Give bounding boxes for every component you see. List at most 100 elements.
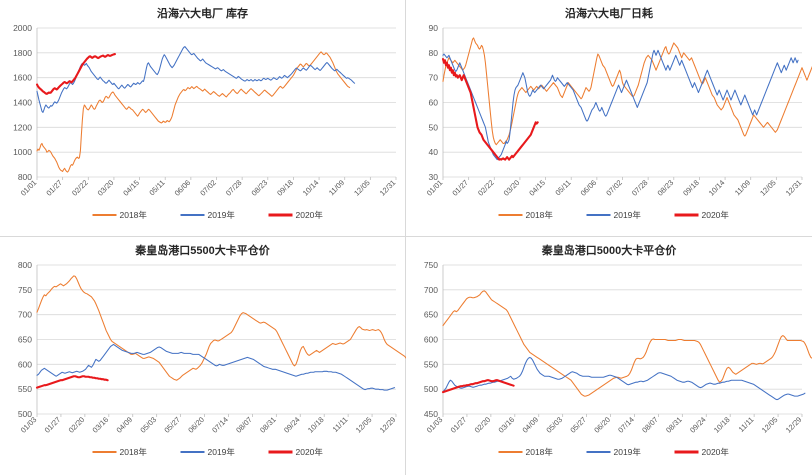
series-line-2019年 [442, 356, 806, 401]
x-axis-tick-label: 09/18 [681, 178, 701, 198]
series-line-2020年 [35, 375, 109, 389]
legend-label-2019年[interactable]: 2019年 [614, 210, 642, 220]
legend-label-2019年[interactable]: 2019年 [208, 210, 236, 220]
x-axis-tick-label: 06/20 [592, 415, 612, 435]
series-line-2020年 [441, 379, 515, 394]
legend-label-2020年[interactable]: 2020年 [296, 447, 324, 457]
x-axis-tick-label: 11/09 [733, 178, 752, 197]
x-axis-tick-label: 01/27 [449, 415, 469, 435]
legend-label-2018年[interactable]: 2018年 [526, 210, 554, 220]
legend-label-2020年[interactable]: 2020年 [702, 447, 730, 457]
y-axis-tick-label: 650 [424, 310, 438, 320]
y-axis-tick-label: 600 [18, 359, 32, 369]
series-line-2018年 [36, 51, 351, 173]
x-axis-tick-label: 05/11 [147, 178, 166, 197]
chart-title-daily-consumption: 沿海六大电厂日耗 [565, 8, 653, 20]
legend-label-2018年[interactable]: 2018年 [120, 447, 148, 457]
y-axis-tick-label: 30 [429, 172, 439, 182]
x-axis-tick-label: 08/07 [234, 415, 254, 435]
y-axis-tick-label: 2000 [13, 23, 32, 33]
y-axis-tick-label: 60 [429, 98, 439, 108]
y-axis-tick-label: 1600 [13, 73, 32, 83]
y-axis-tick-label: 90 [429, 23, 439, 33]
y-axis-tick-label: 50 [429, 122, 439, 132]
x-axis-tick-label: 11/09 [327, 178, 346, 197]
chart-daily-consumption: 30 40 50 60 70 80 90 01/01 01/27 02/22 03/20 04/15 0… [406, 0, 812, 237]
series-line-2020年 [35, 53, 116, 95]
x-axis-tick-label: 10/14 [301, 178, 321, 198]
x-axis-tick-label: 12/05 [354, 415, 374, 435]
x-axis-tick-label: 06/06 [579, 178, 599, 198]
x-axis-tick-label: 12/05 [760, 415, 780, 435]
x-axis-tick-label: 01/27 [43, 415, 63, 435]
x-axis-tick-label: 03/20 [502, 178, 522, 198]
x-axis-tick-label: 05/27 [162, 415, 182, 435]
y-axis-tick-label: 550 [18, 384, 32, 394]
x-axis-tick-label: 06/06 [173, 178, 193, 198]
chart-5500-price: 500 550 600 650 700 750 800 01/03 01/27 02/20 03/1… [0, 237, 406, 474]
x-axis-tick-label: 04/09 [115, 415, 135, 435]
y-axis-tick-label: 500 [424, 384, 438, 394]
chart-panel-inventory: 沿海六大电厂 库存 800 1000 1200 1400 1600 1800 2000 01/… [0, 0, 406, 237]
y-axis-tick-label: 1400 [13, 98, 32, 108]
series-line-2020年 [441, 57, 539, 161]
chart-title-5500-price: 秦皇岛港口5500大卡平仓价 [135, 245, 270, 257]
chart-panel-5000-price: 秦皇岛港口5000大卡平仓价 450 500 550 600 650 700 750 01/0… [406, 237, 812, 475]
y-axis-tick-label: 750 [18, 285, 32, 295]
chart-panel-daily-consumption: 沿海六大电厂日耗 30 40 50 60 70 80 90 01/01 01/27 02/22 03… [406, 0, 812, 237]
y-axis-tick-label: 800 [18, 260, 32, 270]
x-axis-tick-label: 11/11 [737, 415, 756, 434]
x-axis-tick-label: 08/31 [664, 415, 684, 435]
y-axis-tick-label: 1000 [13, 147, 32, 157]
y-axis-tick-label: 750 [424, 260, 438, 270]
x-axis-tick-label: 09/18 [275, 178, 295, 198]
y-axis-tick-label: 700 [424, 285, 438, 295]
x-axis-tick-label: 02/20 [473, 415, 493, 435]
series-line-2019年 [442, 49, 799, 161]
x-axis-tick-label: 12/31 [378, 178, 398, 198]
chart-title-5000-price: 秦皇岛港口5000大卡平仓价 [541, 245, 677, 257]
legend-label-2018年[interactable]: 2018年 [526, 447, 554, 457]
legend-label-2019年[interactable]: 2019年 [614, 447, 642, 457]
x-axis-tick-label: 08/31 [258, 415, 278, 435]
legend-label-2020年[interactable]: 2020年 [702, 210, 730, 220]
y-axis-tick-label: 1800 [13, 48, 32, 58]
series-line-2019年 [36, 343, 396, 391]
legend-label-2019年[interactable]: 2019年 [208, 447, 236, 457]
x-axis-tick-label: 05/03 [544, 415, 564, 435]
x-axis-tick-label: 05/27 [568, 415, 588, 435]
y-axis-tick-label: 450 [424, 409, 438, 419]
x-axis-tick-label: 07/02 [604, 178, 624, 198]
x-axis-tick-label: 12/29 [378, 415, 398, 435]
y-axis-tick-label: 70 [429, 73, 439, 83]
x-axis-tick-label: 04/09 [521, 415, 541, 435]
x-axis-tick-label: 05/03 [138, 415, 158, 435]
x-axis-tick-label: 08/07 [640, 415, 660, 435]
series-line-2018年 [442, 37, 812, 146]
x-axis-tick-label: 03/16 [91, 415, 111, 435]
legend-label-2018年[interactable]: 2018年 [120, 210, 148, 220]
y-axis-tick-label: 1200 [13, 122, 32, 132]
x-axis-tick-label: 09/24 [688, 415, 708, 435]
x-axis-tick-label: 01/27 [44, 178, 64, 198]
x-axis-tick-label: 12/29 [784, 415, 804, 435]
y-axis-tick-label: 500 [18, 409, 32, 419]
x-axis-tick-label: 07/02 [198, 178, 218, 198]
x-axis-tick-label: 02/20 [67, 415, 87, 435]
x-axis-tick-label: 01/27 [450, 178, 470, 198]
y-axis-tick-label: 40 [429, 147, 439, 157]
y-axis-tick-label: 80 [429, 48, 439, 58]
y-axis-tick-label: 600 [424, 335, 438, 345]
x-axis-tick-label: 07/28 [630, 178, 650, 198]
legend-label-2020年[interactable]: 2020年 [296, 210, 324, 220]
y-axis-tick-label: 700 [18, 310, 32, 320]
x-axis-tick-label: 11/11 [331, 415, 350, 434]
chart-legend: 2018年 2019年 2020年 [92, 210, 324, 220]
x-axis-tick-label: 12/05 [352, 178, 372, 198]
chart-panel-5500-price: 秦皇岛港口5500大卡平仓价 500 550 600 650 700 750 800 01/0… [0, 237, 406, 475]
x-axis-tick-label: 10/14 [707, 178, 727, 198]
x-axis-tick-label: 05/11 [553, 178, 572, 197]
x-axis-tick-label: 07/14 [616, 415, 636, 435]
chart-legend: 2018年 2019年 2020年 [498, 447, 730, 457]
